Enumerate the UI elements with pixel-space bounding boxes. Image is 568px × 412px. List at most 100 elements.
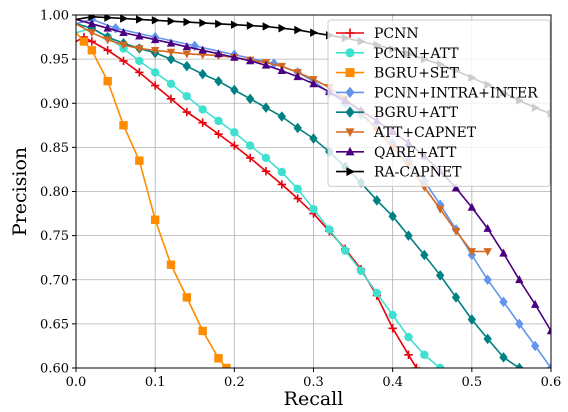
data-point-bgru-att <box>214 75 223 87</box>
data-point-bgru-set <box>166 260 176 269</box>
legend-label: PCNN <box>374 26 419 42</box>
data-point-att-capnet <box>182 50 192 59</box>
data-point-pcnn-intra-inter <box>269 58 279 69</box>
legend-marker <box>345 106 355 118</box>
data-point-att-capnet <box>87 29 97 38</box>
data-point-bgru-set <box>103 76 112 86</box>
y-tick-label: 0.95 <box>40 53 69 68</box>
data-point-att-capnet <box>166 48 176 57</box>
data-point-pcnn-att <box>150 68 160 77</box>
data-point-qare-att <box>451 183 461 192</box>
data-point-att-capnet <box>483 248 492 257</box>
data-point-bgru-att <box>388 210 397 222</box>
data-point-ra-capnet <box>278 24 287 33</box>
legend-label: RA-CAPNET <box>374 165 462 181</box>
x-axis-title: Recall <box>284 388 344 410</box>
data-point-pcnn-att <box>182 91 192 101</box>
data-point-bgru-att <box>261 102 271 113</box>
data-point-ra-capnet <box>246 21 255 30</box>
legend-entry: PCNN+ATT <box>336 46 459 62</box>
data-point-ra-capnet <box>167 16 176 26</box>
data-point-pcnn-att <box>293 184 302 194</box>
data-point-bgru-set <box>150 215 160 224</box>
x-tick-label: 0.1 <box>145 375 166 390</box>
data-point-pcnn-att <box>198 105 207 114</box>
data-point-bgru-set <box>87 46 97 55</box>
data-point-qare-att <box>499 248 508 257</box>
legend-marker <box>346 167 355 177</box>
x-tick-label: 0.0 <box>66 375 87 390</box>
data-point-bgru-att <box>420 249 429 261</box>
data-point-pcnn-att <box>356 266 366 276</box>
data-point-qare-att <box>293 72 302 81</box>
data-point-pcnn-att <box>261 153 271 163</box>
y-tick-label: 0.65 <box>40 317 69 332</box>
data-point-qare-att <box>309 79 318 88</box>
legend-marker <box>345 48 355 58</box>
legend-box <box>327 19 551 187</box>
legend-marker <box>345 68 355 78</box>
data-point-att-capnet <box>467 248 477 257</box>
legend-label: QARE+ATT <box>374 145 457 161</box>
data-point-pcnn-att <box>245 141 255 150</box>
data-point-pcnn-intra-inter <box>190 40 199 52</box>
data-point-pcnn-att <box>135 56 144 66</box>
data-point-pcnn-intra-inter <box>546 362 551 368</box>
data-point-pcnn <box>230 141 239 150</box>
data-point-pcnn-att <box>230 128 239 137</box>
data-point-bgru-set <box>214 354 223 363</box>
data-point-pcnn-att <box>309 204 318 214</box>
data-point-pcnn-att <box>214 116 223 126</box>
x-tick-label: 0.4 <box>382 375 403 390</box>
data-point-pcnn-att <box>404 332 413 342</box>
y-axis-title: Precision <box>9 147 31 236</box>
data-point-qare-att <box>214 49 223 58</box>
data-point-att-capnet <box>103 36 112 45</box>
data-point-pcnn <box>261 167 271 176</box>
data-point-pcnn-att <box>325 225 334 234</box>
data-point-bgru-att <box>182 60 192 72</box>
data-point-ra-capnet <box>135 15 144 24</box>
y-tick-label: 0.60 <box>40 362 69 377</box>
data-point-att-capnet <box>119 41 128 50</box>
legend-marker <box>345 128 355 137</box>
data-point-ra-capnet <box>104 15 113 22</box>
data-point-pcnn <box>135 68 144 77</box>
data-point-att-capnet <box>451 227 461 236</box>
data-point-bgru-att <box>499 352 508 363</box>
data-point-ra-capnet <box>88 15 97 21</box>
data-point-qare-att <box>119 28 128 37</box>
data-point-bgru-set <box>135 156 144 165</box>
legend-label: BGRU+SET <box>374 66 460 82</box>
x-tick-label: 0.2 <box>224 375 245 390</box>
data-point-pcnn-att <box>340 246 350 255</box>
data-point-att-capnet <box>135 45 144 54</box>
data-point-pcnn-intra-inter <box>515 318 524 330</box>
data-point-pcnn-intra-inter <box>530 340 540 352</box>
data-point-pcnn <box>293 194 302 203</box>
x-tick-label: 0.3 <box>303 375 324 390</box>
legend-entry: ATT+CAPNET <box>336 125 477 141</box>
data-point-pcnn-att <box>372 288 382 298</box>
data-point-bgru-att <box>435 270 445 281</box>
data-point-pcnn <box>214 129 223 139</box>
data-point-qare-att <box>277 65 287 74</box>
data-point-pcnn <box>87 37 97 46</box>
data-point-bgru-set <box>198 326 207 336</box>
y-tick-label: 0.75 <box>40 229 69 244</box>
data-point-pcnn <box>412 363 421 368</box>
data-point-ra-capnet <box>151 16 160 25</box>
legend-label: ATT+CAPNET <box>373 125 477 141</box>
data-point-pcnn <box>388 324 397 333</box>
legend-label: PCNN+ATT <box>374 46 459 62</box>
data-point-bgru-att <box>198 68 207 80</box>
data-point-pcnn <box>103 46 112 55</box>
data-point-bgru-att <box>515 362 524 368</box>
data-point-ra-capnet <box>215 19 224 29</box>
data-point-bgru-att <box>309 133 318 144</box>
data-point-qare-att <box>546 326 551 335</box>
data-point-pcnn <box>277 180 287 189</box>
data-point-ra-capnet <box>230 20 239 29</box>
data-point-pcnn-att <box>435 363 445 368</box>
